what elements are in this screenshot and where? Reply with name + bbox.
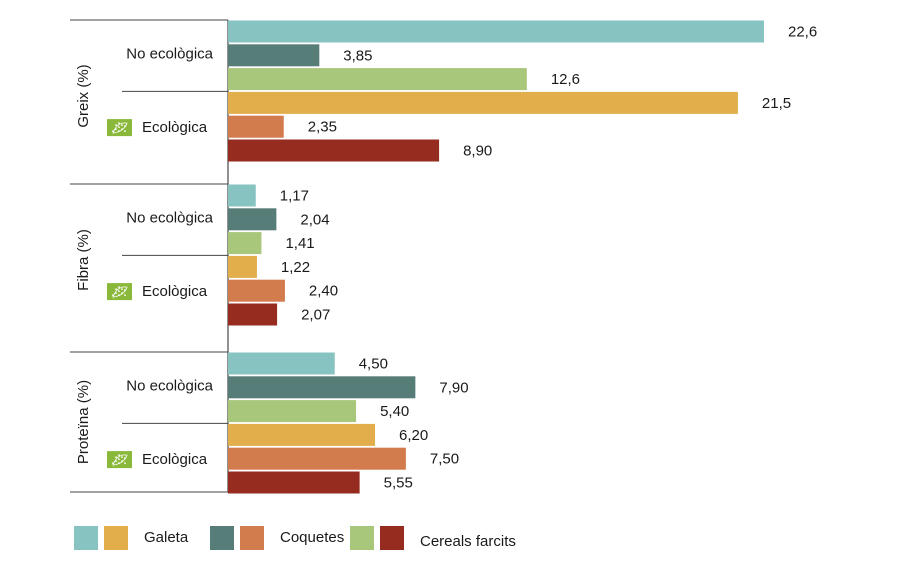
bar xyxy=(228,208,277,231)
data-label: 22,6 xyxy=(788,24,817,41)
data-label: 5,40 xyxy=(380,403,409,420)
data-label: 21,5 xyxy=(762,95,791,112)
bar xyxy=(228,376,416,399)
data-label: 12,6 xyxy=(551,71,580,88)
subgroup-label: No ecològica xyxy=(126,210,213,227)
bar xyxy=(228,91,738,114)
group-label: Greix (%) xyxy=(75,64,92,127)
bar xyxy=(228,115,284,138)
legend-label: Coquetes xyxy=(280,529,344,546)
eu-organic-leaf-icon xyxy=(107,283,132,301)
bar xyxy=(228,279,285,302)
bar xyxy=(228,68,527,91)
subgroup-label: No ecològica xyxy=(126,378,213,395)
bar xyxy=(228,400,357,423)
legend-label: Cereals farcits xyxy=(420,533,516,550)
bar xyxy=(228,423,376,446)
bar xyxy=(228,232,262,255)
data-label: 8,90 xyxy=(463,143,492,160)
data-label: 1,22 xyxy=(281,259,310,276)
eu-organic-leaf-icon xyxy=(107,451,132,469)
subgroup-label: Ecològica xyxy=(142,119,208,136)
legend-swatch xyxy=(350,526,374,550)
bar xyxy=(228,471,360,494)
data-label: 2,07 xyxy=(301,307,330,324)
bar xyxy=(228,184,256,207)
group-label: Proteïna (%) xyxy=(75,380,92,464)
data-label: 3,85 xyxy=(343,47,372,64)
legend-swatch xyxy=(380,526,404,550)
subgroup-label: Ecològica xyxy=(142,451,208,468)
legend-label: Galeta xyxy=(144,529,189,546)
group-label: Fibra (%) xyxy=(75,229,92,291)
data-label: 2,40 xyxy=(309,283,338,300)
subgroup-label: Ecològica xyxy=(142,283,208,300)
bar xyxy=(228,255,257,278)
legend-swatch xyxy=(210,526,234,550)
bar xyxy=(228,20,764,43)
legend-swatch xyxy=(74,526,98,550)
eu-organic-leaf-icon xyxy=(107,119,132,137)
bar xyxy=(228,303,278,326)
data-label: 2,35 xyxy=(308,119,337,136)
data-label: 5,55 xyxy=(384,475,413,492)
data-label: 7,90 xyxy=(439,379,468,396)
data-label: 2,04 xyxy=(300,211,329,228)
legend-swatch xyxy=(104,526,128,550)
legend-swatch xyxy=(240,526,264,550)
data-label: 7,50 xyxy=(430,451,459,468)
bar xyxy=(228,352,335,375)
bar xyxy=(228,44,320,67)
data-label: 1,17 xyxy=(280,188,309,205)
data-label: 4,50 xyxy=(359,356,388,373)
data-label: 1,41 xyxy=(285,235,314,252)
data-label: 6,20 xyxy=(399,427,428,444)
subgroup-label: No ecològica xyxy=(126,46,213,63)
bar xyxy=(228,447,406,470)
bar xyxy=(228,139,440,162)
